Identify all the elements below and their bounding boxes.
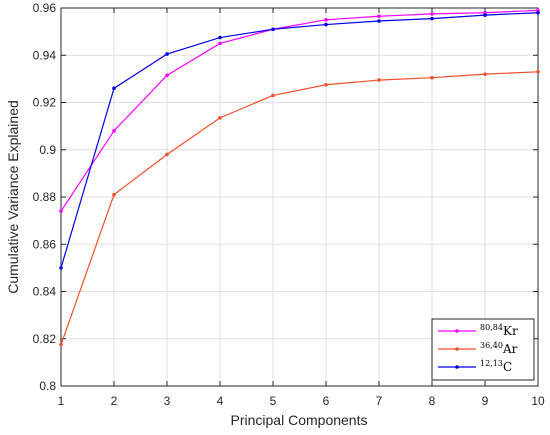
y-tick-label: 0.96 xyxy=(33,1,57,15)
data-point xyxy=(59,209,63,213)
y-axis-title: Cumulative Variance Explained xyxy=(5,100,21,294)
data-point xyxy=(430,12,434,16)
data-point xyxy=(430,75,434,80)
series-line xyxy=(60,12,539,269)
data-point xyxy=(271,93,275,98)
series-group xyxy=(59,8,540,347)
series-line xyxy=(60,9,539,212)
data-point xyxy=(112,86,116,91)
series-c xyxy=(59,10,540,270)
data-point xyxy=(165,152,169,157)
y-tick-label: 0.92 xyxy=(33,96,57,110)
data-point xyxy=(324,22,328,27)
data-point xyxy=(218,116,222,120)
y-tick-label: 0.82 xyxy=(33,332,57,346)
x-tick-label: 5 xyxy=(270,394,277,408)
legend-marker xyxy=(455,365,459,369)
data-point xyxy=(483,72,487,76)
data-point xyxy=(536,10,540,15)
y-tick-label: 0.9 xyxy=(39,143,56,157)
axis-ticks: 1 2 3 4 5 6 7 8 9 10 0.8 0.82 0.84 0.86 0.88 0.9 0.92 0.9… xyxy=(33,1,545,408)
y-tick-label: 0.86 xyxy=(33,237,57,251)
series-ar xyxy=(59,69,540,347)
data-point xyxy=(377,19,381,23)
data-point xyxy=(377,78,381,82)
x-tick-label: 8 xyxy=(429,394,436,408)
data-point xyxy=(377,14,381,19)
data-point xyxy=(59,266,63,270)
legend-marker xyxy=(455,329,459,333)
x-tick-label: 9 xyxy=(482,394,489,408)
data-point xyxy=(324,18,328,22)
data-point xyxy=(112,129,116,133)
data-point xyxy=(218,35,222,40)
data-point xyxy=(165,73,169,78)
legend-marker xyxy=(455,347,459,351)
data-point xyxy=(59,342,63,347)
data-point xyxy=(271,27,275,32)
y-tick-label: 0.8 xyxy=(39,379,56,393)
y-tick-label: 0.94 xyxy=(33,48,57,62)
legend-element-label: C xyxy=(503,360,512,374)
x-tick-label: 10 xyxy=(531,394,545,408)
x-tick-label: 2 xyxy=(111,394,118,408)
x-tick-label: 1 xyxy=(58,394,65,408)
legend-isotope-superscript: 12,13 xyxy=(480,359,503,368)
x-tick-label: 6 xyxy=(323,394,330,408)
data-point xyxy=(324,82,328,87)
data-point xyxy=(536,69,540,74)
data-point xyxy=(112,192,116,197)
x-tick-label: 3 xyxy=(164,394,171,408)
data-point xyxy=(218,41,222,46)
legend-element-label: Ar xyxy=(502,342,518,356)
data-point xyxy=(165,52,169,56)
y-tick-label: 0.88 xyxy=(33,190,57,204)
legend-isotope-superscript: 80,84 xyxy=(480,323,503,332)
x-tick-label: 7 xyxy=(376,394,383,408)
y-tick-label: 0.84 xyxy=(33,285,57,299)
data-point xyxy=(483,13,487,17)
x-axis-title: Principal Components xyxy=(231,412,368,428)
x-tick-label: 4 xyxy=(217,394,224,408)
series-line xyxy=(60,71,539,345)
legend-isotope-superscript: 36,40 xyxy=(480,341,503,350)
data-point xyxy=(430,16,434,21)
legend-element-label: Kr xyxy=(503,324,518,338)
